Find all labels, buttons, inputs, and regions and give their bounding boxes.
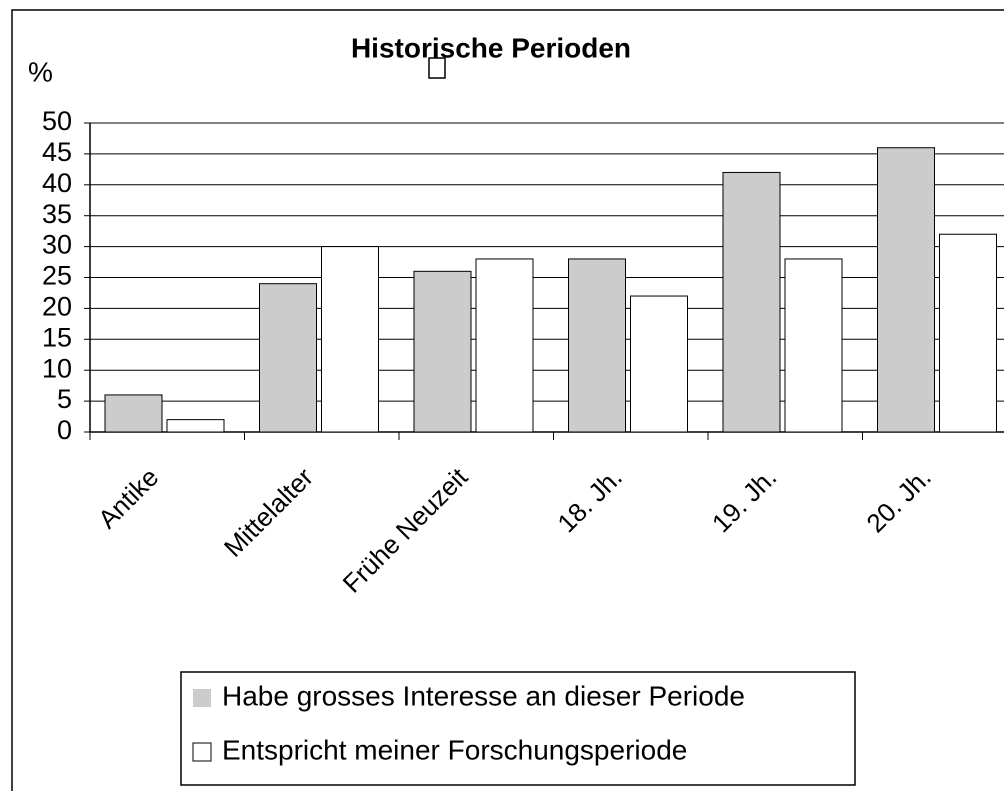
glyph-box (428, 57, 446, 79)
bar (321, 246, 379, 433)
y-tick-label: 5 (57, 384, 72, 414)
y-tick-label: 10 (42, 353, 72, 383)
y-tick-label: 50 (42, 106, 72, 136)
y-tick-label: 20 (42, 292, 72, 322)
y-tick-label: 40 (42, 168, 72, 198)
legend-label: Habe grosses Interesse an dieser Periode (222, 680, 745, 711)
bar (568, 258, 626, 433)
y-axis-label: % (28, 56, 53, 87)
legend-swatch (192, 742, 212, 762)
bar (722, 171, 781, 433)
bar (413, 270, 472, 433)
bar (784, 258, 843, 433)
bar (259, 283, 317, 433)
bar (104, 394, 163, 433)
y-tick-label: 25 (42, 261, 72, 291)
bar (630, 295, 688, 433)
bar (939, 233, 997, 433)
bar (166, 419, 225, 433)
legend-swatch (193, 689, 211, 707)
legend (180, 671, 856, 786)
chart-title: Historische Perioden (351, 32, 631, 63)
y-tick-label: 0 (57, 415, 72, 445)
y-tick-label: 45 (42, 137, 72, 167)
bar (877, 147, 935, 433)
y-tick-label: 15 (42, 322, 72, 352)
legend-label: Entspricht meiner Forschungsperiode (222, 734, 687, 765)
y-tick-label: 30 (42, 230, 72, 260)
y-tick-label: 35 (42, 199, 72, 229)
bar (475, 258, 534, 433)
